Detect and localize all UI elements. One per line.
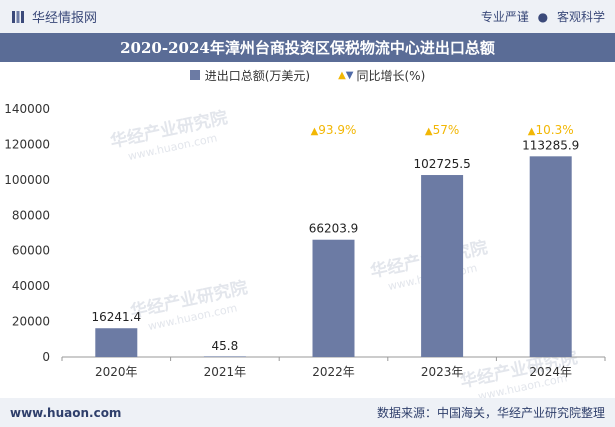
bar-value-label: 66203.9 bbox=[309, 222, 359, 236]
legend-label-growth: 同比增长(%) bbox=[356, 68, 426, 83]
labels-group: 16241.445.866203.9102725.5113285.9▲93.9%… bbox=[91, 123, 579, 353]
up-triangle-icon: ▲ bbox=[528, 126, 536, 137]
legend-item-growth[interactable]: ▲▼ 同比增长(%) bbox=[338, 67, 425, 84]
chart-title: 2020-2024年漳州台商投资区保税物流中心进出口总额 bbox=[120, 39, 495, 57]
tagline: 专业严谨 ● 客观科学 bbox=[481, 8, 605, 25]
chart-legend: 进出口总额(万美元) ▲▼ 同比增长(%) bbox=[0, 66, 615, 84]
bar-2024年[interactable] bbox=[529, 156, 572, 357]
axes-group: 0 20000 40000 60000 80000 100000 120000 140000 2… bbox=[4, 102, 606, 379]
growth-label: ▲10.3% bbox=[528, 123, 574, 137]
bar-2022年[interactable] bbox=[312, 239, 355, 357]
brand[interactable]: 华经情报网 bbox=[10, 7, 97, 26]
growth-value: 57% bbox=[433, 123, 460, 137]
tagline-part-1: 专业严谨 bbox=[480, 10, 529, 24]
y-tick-label: 120000 bbox=[4, 137, 50, 151]
top-bar: 华经情报网 专业严谨 ● 客观科学 bbox=[0, 0, 615, 33]
bar-value-label: 16241.4 bbox=[91, 310, 141, 324]
y-tick-label: 40000 bbox=[12, 279, 50, 293]
x-tick-label: 2024年 bbox=[529, 365, 572, 379]
bar-2020年[interactable] bbox=[95, 328, 138, 357]
growth-label: ▲57% bbox=[425, 123, 459, 137]
up-triangle-icon: ▲ bbox=[311, 126, 319, 137]
bar-value-label: 45.8 bbox=[212, 339, 239, 353]
y-tick-label: 100000 bbox=[4, 173, 50, 187]
bar-value-label: 113285.9 bbox=[522, 138, 579, 152]
footer-bar: www.huaon.com 数据来源：中国海关，华经产业研究院整理 bbox=[0, 398, 615, 427]
bar-2021年[interactable] bbox=[203, 356, 246, 357]
logo-icon bbox=[12, 10, 24, 23]
y-tick-label: 60000 bbox=[12, 244, 50, 258]
x-tick-label: 2020年 bbox=[95, 365, 138, 379]
y-tick-label: 140000 bbox=[4, 102, 50, 116]
brand-name: 华经情报网 bbox=[32, 11, 98, 26]
x-tick-label: 2021年 bbox=[204, 365, 247, 379]
y-tick-label: 20000 bbox=[12, 315, 50, 329]
growth-label: ▲93.9% bbox=[311, 123, 357, 137]
x-tick-label: 2022年 bbox=[312, 365, 355, 379]
up-triangle-icon: ▲ bbox=[425, 126, 433, 137]
growth-value: 93.9% bbox=[318, 123, 356, 137]
bars-group bbox=[95, 156, 572, 357]
title-bar: 2020-2024年漳州台商投资区保税物流中心进出口总额 bbox=[0, 33, 615, 62]
tagline-part-2: 客观科学 bbox=[556, 10, 605, 24]
legend-label-total: 进出口总额(万美元) bbox=[204, 68, 311, 83]
up-down-triangle-icon: ▲▼ bbox=[338, 69, 354, 81]
x-tick-label: 2023年 bbox=[421, 365, 464, 379]
footer-source: 数据来源：中国海关，华经产业研究院整理 bbox=[376, 406, 605, 420]
tagline-separator: ● bbox=[537, 10, 549, 24]
legend-swatch-bar bbox=[189, 70, 200, 80]
growth-value: 10.3% bbox=[535, 123, 573, 137]
legend-item-total[interactable]: 进出口总额(万美元) bbox=[189, 67, 311, 84]
footer-website[interactable]: www.huaon.com bbox=[10, 405, 122, 420]
y-tick-label: 0 bbox=[42, 350, 50, 364]
y-tick-label: 80000 bbox=[12, 208, 50, 222]
bar-2023年[interactable] bbox=[421, 175, 464, 357]
bar-value-label: 102725.5 bbox=[413, 157, 470, 171]
